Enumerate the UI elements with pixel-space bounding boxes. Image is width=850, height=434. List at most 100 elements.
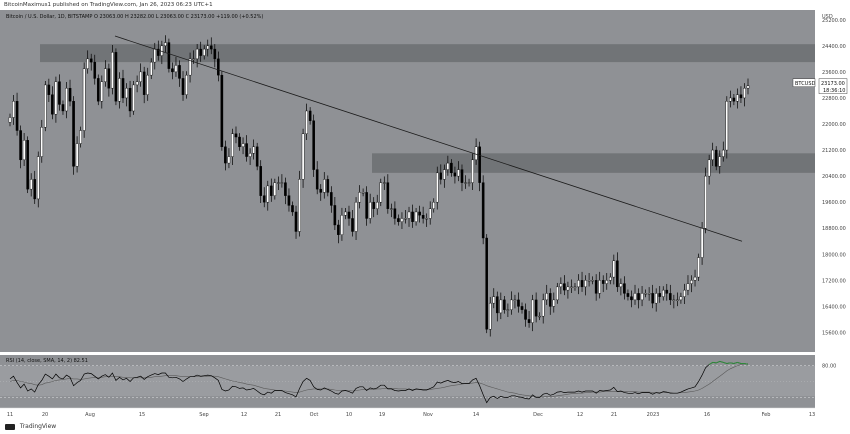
x-tick-label: 15 (139, 412, 145, 418)
candle-body (707, 159, 711, 177)
candle-body (174, 65, 178, 73)
candle-body (305, 110, 308, 134)
candle-body (270, 185, 273, 196)
candle-body (658, 293, 662, 297)
legend-part: 23063.00 (99, 14, 124, 20)
candle-body (573, 286, 577, 288)
candle-body (510, 299, 513, 310)
x-tick-label: Oct (310, 412, 319, 418)
candle-body (280, 182, 284, 184)
footer-brand: TradingView (19, 423, 57, 430)
candle-body (520, 306, 524, 310)
candle-body (111, 52, 114, 89)
y-tick-label: 19600.00 (822, 200, 846, 206)
candle-body (344, 211, 347, 216)
candle-body (68, 87, 72, 102)
candle-body (65, 87, 68, 112)
candle-body (676, 299, 679, 301)
candle-body (107, 68, 111, 89)
candle-body (672, 299, 676, 301)
candle-body (337, 224, 340, 235)
x-tick-label: 13 (809, 412, 815, 418)
candle-body (128, 87, 132, 112)
symbol-tag: BTCUSD (795, 81, 816, 87)
candle-body (379, 182, 383, 203)
candle-body (524, 309, 527, 320)
candle-body (725, 100, 729, 151)
candle-body (135, 81, 139, 86)
candle-body (89, 58, 93, 63)
candle-body (601, 280, 605, 284)
candle-body (736, 94, 739, 102)
candle-body (693, 276, 697, 281)
x-tick-label: 11 (7, 412, 13, 418)
candle-body (365, 192, 368, 219)
chart-area[interactable]: USD 25200.00 24400.00 23600.00 22800.00 22000… (0, 10, 850, 420)
candle-body (245, 143, 248, 157)
y-tick-label: 18000.00 (822, 252, 846, 258)
candle-body (690, 280, 693, 284)
x-tick-label: 14 (473, 412, 479, 418)
candle-body (234, 133, 238, 138)
descending-trendline (114, 35, 743, 242)
x-tick-label: Sep (199, 412, 208, 418)
x-tick-label: 21 (275, 412, 281, 418)
candle-body (492, 296, 496, 304)
candle-body (188, 58, 192, 76)
candle-body (411, 211, 414, 222)
candle-body (167, 42, 171, 69)
candle-body (718, 156, 722, 167)
rsi-tick-label: 80.00 (822, 364, 836, 370)
candle-body (19, 130, 22, 161)
candle-body (178, 65, 181, 79)
candle-body (354, 201, 358, 232)
candle-body (587, 280, 591, 282)
candle-body (47, 84, 51, 95)
candle-body (40, 127, 44, 157)
rsi-overbought-line (708, 360, 749, 365)
legend-part: 23173.00 (191, 14, 216, 20)
candle-body (450, 162, 453, 174)
y-tick-label: 20400.00 (822, 174, 846, 180)
candle-body (195, 48, 199, 60)
candle-body (605, 280, 609, 284)
candle-body (746, 85, 750, 89)
candle-body (563, 283, 566, 291)
candle-body (559, 283, 563, 288)
candle-body (96, 78, 100, 102)
candle-body (351, 218, 354, 232)
candle-body (386, 182, 390, 209)
legend-part: L (156, 14, 160, 20)
candle-body (12, 100, 15, 118)
candle-body (608, 276, 612, 281)
candle-body (227, 156, 231, 164)
candle-body (428, 208, 432, 219)
candle-body (36, 156, 40, 200)
candle-body (721, 149, 725, 157)
y-tick-label: 23600.00 (822, 70, 846, 76)
candle-body (241, 143, 245, 148)
candle-body (397, 218, 400, 222)
legend-part: 23063.00 (160, 14, 185, 20)
candle-body (340, 214, 344, 235)
candle-body (640, 293, 644, 301)
x-tick-label: 16 (704, 412, 710, 418)
x-tick-label: Nov (423, 412, 433, 418)
candle-body (471, 159, 474, 183)
tradingview-logo-icon (5, 423, 15, 430)
candle-body (623, 283, 626, 294)
candle-body (157, 48, 160, 56)
candle-body (729, 97, 732, 102)
candle-body (333, 205, 337, 226)
candle-body (739, 94, 743, 99)
candle-body (616, 260, 619, 288)
candle-body (54, 81, 58, 115)
candle-body (319, 188, 323, 193)
rsi-sma-line (9, 363, 749, 398)
candle-body (644, 293, 647, 295)
candle-body (393, 208, 397, 219)
candle-body (474, 146, 478, 161)
price-tag-countdown: 18:36:10 (823, 88, 845, 94)
candle-body (443, 169, 446, 180)
